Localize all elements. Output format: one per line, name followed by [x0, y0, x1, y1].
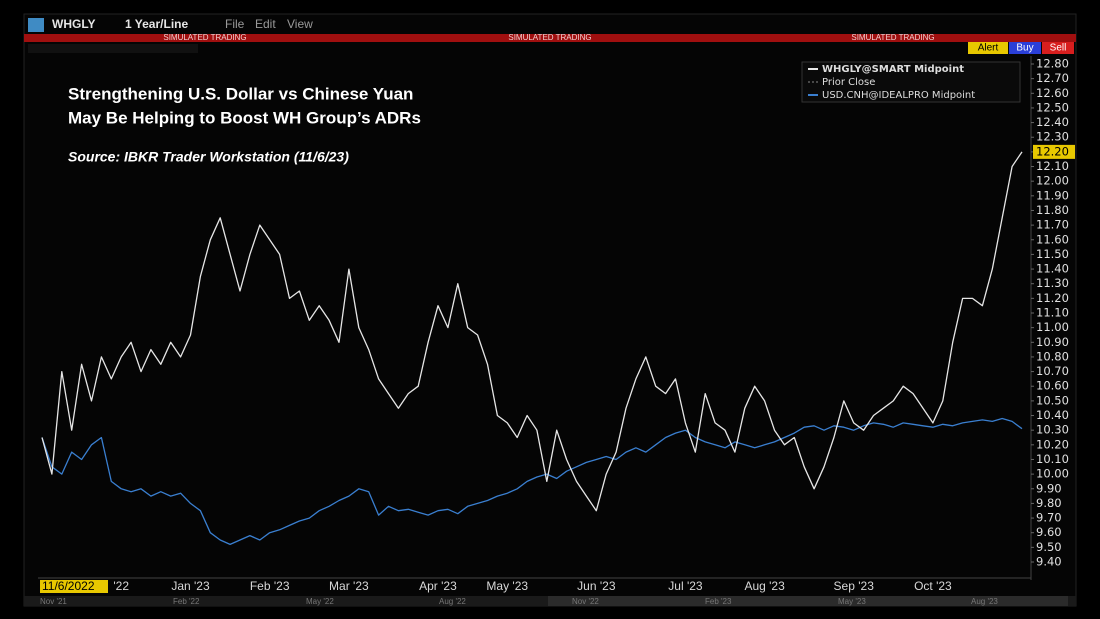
x-tick-label: Aug '23	[744, 579, 785, 593]
x-tick-label: Oct '23	[914, 579, 952, 593]
y-tick-label: 10.10	[1036, 452, 1069, 466]
legend	[801, 61, 1021, 103]
navigator-label: Nov '22	[572, 597, 599, 606]
app-icon	[28, 18, 44, 32]
y-tick-label: 10.50	[1036, 393, 1069, 407]
sell-button[interactable]	[1042, 42, 1074, 54]
x-tick-label: '22	[113, 579, 129, 593]
x-tick-label: Mar '23	[329, 579, 369, 593]
y-tick-label: 9.50	[1036, 540, 1062, 554]
period[interactable]: 1 Year/Line	[125, 17, 188, 31]
y-tick-label: 10.80	[1036, 349, 1069, 363]
banner-text: SIMULATED TRADING	[851, 33, 934, 42]
y-tick-label: 9.70	[1036, 511, 1062, 525]
y-tick-label: 9.90	[1036, 481, 1062, 495]
navigator-label: May '22	[306, 597, 334, 606]
y-tick-label: 11.90	[1036, 188, 1069, 202]
y-tick-label: 11.70	[1036, 218, 1069, 232]
legend-label: USD.CNH@IDEALPRO Midpoint	[822, 90, 975, 101]
navigator-label: Feb '22	[173, 597, 200, 606]
x-tick-label: May '23	[486, 579, 528, 593]
y-tick-label: 9.80	[1036, 496, 1062, 510]
navigator-label: Aug '22	[439, 597, 466, 606]
y-tick-label: 10.40	[1036, 408, 1069, 422]
x-tick-label: 11/6/2022	[42, 579, 95, 593]
navigator-window[interactable]	[548, 596, 1068, 606]
x-tick-label: Jan '23	[171, 579, 210, 593]
navigator-label: Feb '23	[705, 597, 732, 606]
alert-button[interactable]	[968, 42, 1008, 54]
menu-item[interactable]: Edit	[255, 17, 276, 31]
y-tick-label: 11.50	[1036, 247, 1069, 261]
y-tick-label: 10.70	[1036, 364, 1069, 378]
y-tick-label: 11.80	[1036, 203, 1069, 217]
annotation: Strengthening U.S. Dollar vs Chinese Yua…	[68, 84, 413, 103]
y-tick-label: 12.80	[1036, 57, 1069, 71]
annotation: Source: IBKR Trader Workstation (11/6/23…	[68, 149, 349, 165]
banner	[24, 34, 1076, 42]
x-tick-label: Jun '23	[577, 579, 616, 593]
series-line	[41, 417, 1023, 546]
banner-text: SIMULATED TRADING	[508, 33, 591, 42]
legend-label: WHGLY@SMART Midpoint	[822, 64, 964, 75]
legend-label: Prior Close	[822, 77, 875, 88]
y-tick-label: 11.10	[1036, 306, 1069, 320]
y-tick-label: 11.60	[1036, 232, 1069, 246]
navigator-label: May '23	[838, 597, 866, 606]
y-tick-label: 10.90	[1036, 335, 1069, 349]
y-tick-label: 12.60	[1036, 86, 1069, 100]
symbol[interactable]: WHGLY	[52, 17, 96, 31]
x-tick-label: Sep '23	[834, 579, 875, 593]
y-tick-label: 12.10	[1036, 159, 1069, 173]
y-tick-label: 10.30	[1036, 423, 1069, 437]
y-tick-label: 10.20	[1036, 437, 1069, 451]
navigator-label: Aug '23	[971, 597, 998, 606]
navigator-label: Nov '21	[40, 597, 67, 606]
last-price-label: 12.20	[1036, 144, 1069, 158]
chart-tools[interactable]	[28, 44, 198, 53]
y-tick-label: 12.70	[1036, 71, 1069, 85]
y-tick-label: 11.40	[1036, 262, 1069, 276]
menu-item[interactable]: View	[287, 17, 313, 31]
y-tick-label: 12.50	[1036, 100, 1069, 114]
x-tick-label: Jul '23	[668, 579, 703, 593]
y-tick-label: 11.30	[1036, 276, 1069, 290]
y-tick-label: 9.40	[1036, 555, 1062, 569]
x-tick-label: Apr '23	[419, 579, 457, 593]
y-tick-label: 12.40	[1036, 115, 1069, 129]
annotation: May Be Helping to Boost WH Group’s ADRs	[68, 108, 421, 127]
last-price-box	[1033, 144, 1075, 159]
y-tick-label: 12.30	[1036, 130, 1069, 144]
buy-label: Buy	[1016, 43, 1033, 54]
window	[23, 13, 1077, 607]
y-tick-label: 9.60	[1036, 525, 1062, 539]
banner-text: SIMULATED TRADING	[163, 33, 246, 42]
y-tick-label: 11.20	[1036, 291, 1069, 305]
y-tick-label: 11.00	[1036, 320, 1069, 334]
sell-label: Sell	[1050, 43, 1067, 54]
y-tick-label: 10.00	[1036, 467, 1069, 481]
alert-label: Alert	[978, 43, 999, 54]
current-date-box	[40, 580, 108, 593]
y-tick-label: 10.60	[1036, 379, 1069, 393]
series-line	[41, 151, 1023, 512]
x-tick-label: Feb '23	[250, 579, 290, 593]
buy-button[interactable]	[1009, 42, 1041, 54]
menu-item[interactable]: File	[225, 17, 245, 31]
y-tick-label: 12.00	[1036, 174, 1069, 188]
